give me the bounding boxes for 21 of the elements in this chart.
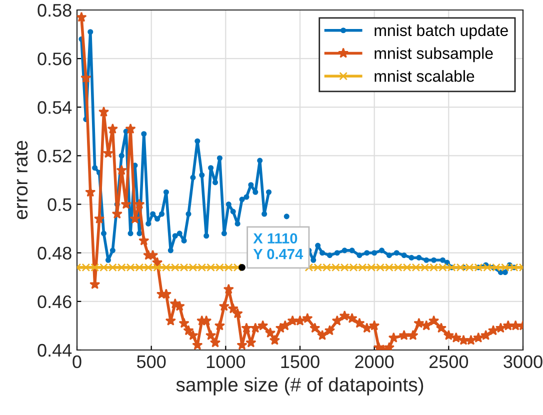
x-tick-label: 0 — [72, 355, 82, 368]
x-axis-title: sample size (# of datapoints) — [176, 377, 424, 396]
x-tick-label: 3000 — [504, 355, 542, 368]
legend-label: mnist batch update — [374, 24, 508, 40]
y-axis-title: error rate — [14, 140, 28, 220]
y-tick-label: 0.44 — [38, 344, 72, 357]
x-tick-label: 500 — [136, 355, 166, 368]
y-tick-label: 0.46 — [38, 295, 72, 308]
y-tick-label: 0.5 — [48, 198, 72, 212]
y-tick-label: 0.54 — [38, 101, 72, 114]
annotation: X 1110 Y 0.474 — [253, 233, 304, 260]
x-tick-label: 2500 — [429, 355, 468, 368]
x-tick-label: 1500 — [281, 355, 320, 368]
y-tick-label: 0.56 — [38, 52, 72, 66]
y-tick-label: 0.48 — [38, 246, 72, 260]
legend-label: mnist scalable — [374, 70, 474, 82]
y-tick-label: 0.52 — [38, 150, 72, 162]
y-tick-label: 0.58 — [38, 4, 72, 17]
x-tick-label: 1000 — [206, 355, 246, 368]
x-tick-label: 2000 — [355, 355, 394, 368]
legend-label: mnist subsample — [374, 47, 493, 62]
